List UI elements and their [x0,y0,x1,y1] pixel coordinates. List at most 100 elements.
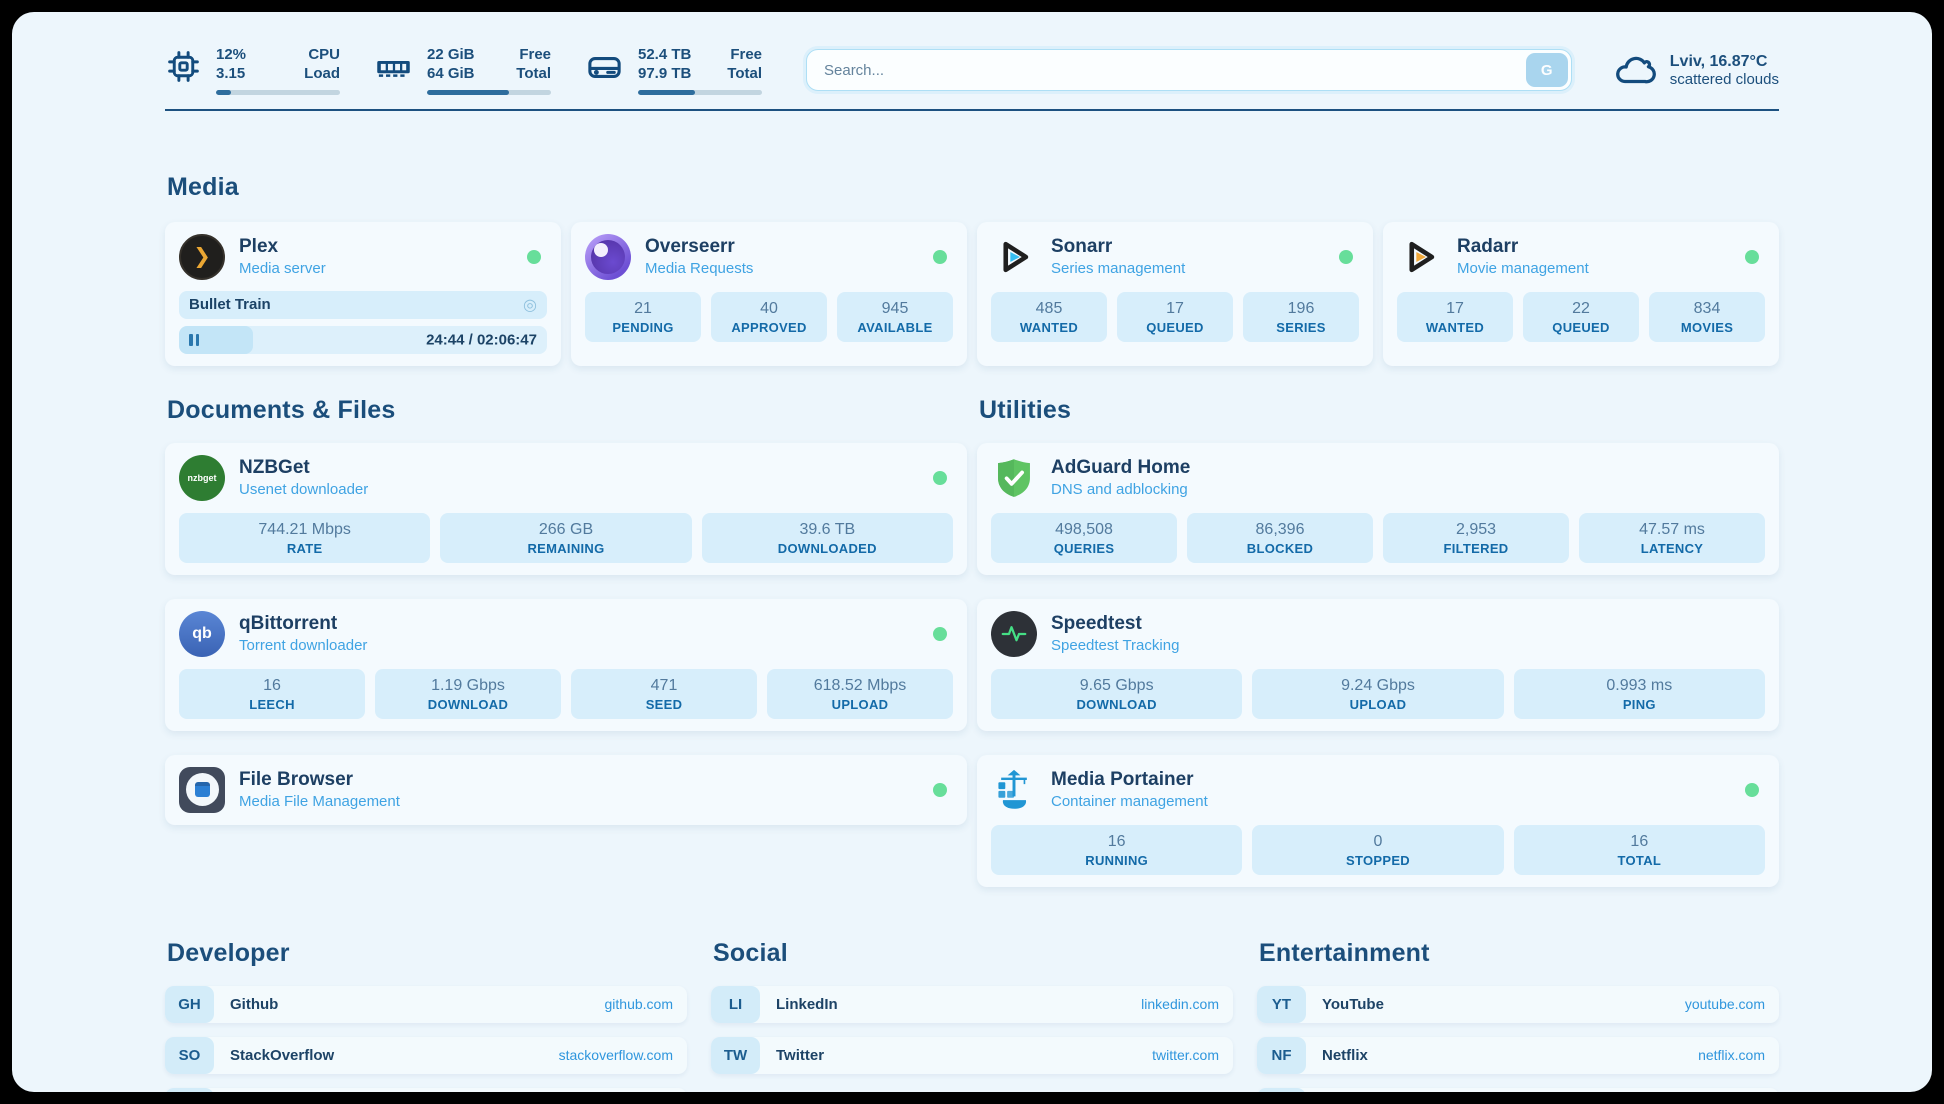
topbar-divider [165,108,1779,111]
bookmark-github[interactable]: GH Github github.com [165,985,687,1023]
stat-running: 16 RUNNING [991,824,1243,875]
app-desc-overseerr: Media Requests [645,260,754,277]
bookmark-name: StackOverflow [230,1046,335,1064]
stat-blocked: 86,396 BLOCKED [1187,512,1373,563]
bookmark-stackoverflow[interactable]: SO StackOverflow stackoverflow.com [165,1036,687,1074]
filebrowser-icon [179,766,225,813]
status-dot [527,249,541,264]
stat-pending: 21 PENDING [585,291,701,342]
bookmark-name: YouTube [1322,995,1384,1013]
utilities-column: Utilities AdGuard Home DNS and adblockin… [977,396,1779,887]
bookmark-linkedin[interactable]: LI LinkedIn linkedin.com [711,985,1233,1023]
section-title-documents: Documents & Files [167,395,396,424]
bookmark-name: Github [230,995,279,1013]
app-card-qbittorrent[interactable]: qb qBittorrent Torrent downloader 16 LEEC… [165,598,967,731]
app-card-nzbget[interactable]: nzbget NZBGet Usenet downloader 744.21 M… [165,442,967,575]
stat-downloaded: 39.6 TB DOWNLOADED [701,512,953,563]
app-desc-sonarr: Series management [1051,260,1186,277]
memory-stat: 22 GiB 64 GiB Free Total [374,46,551,95]
stat-total: 16 TOTAL [1513,824,1765,875]
app-card-sonarr[interactable]: Sonarr Series management 485 WANTED 17 QUE… [977,221,1373,366]
stat-latency: 47.57 ms LATENCY [1579,512,1765,563]
memory-progress-bar [427,89,551,95]
section-title-media: Media [167,172,239,201]
stat-movies: 834 MOVIES [1649,291,1765,342]
bookmark-name: LinkedIn [776,995,838,1013]
app-card-radarr[interactable]: Radarr Movie management 17 WANTED 22 QUEUE… [1383,221,1779,366]
app-name-qbittorrent: qBittorrent [239,613,338,634]
stat-series: 196 SERIES [1243,291,1359,342]
weather-condition: scattered clouds [1669,70,1779,88]
bookmark-dev[interactable]: DT DEV dev.to [165,1087,687,1092]
now-playing-row: Bullet Train ◎ [179,290,547,319]
app-card-overseerr[interactable]: Overseerr Media Requests 21 PENDING 40 APP… [571,221,967,366]
speedtest-icon [991,610,1037,657]
cpu-chip-icon [168,51,199,82]
memory-free-value: 22 GiB [427,46,475,63]
app-card-plex[interactable]: ❯ Plex Media server Bullet Train ◎ 24:44… [165,221,561,366]
cpu-load-label: Load [304,64,340,82]
app-name-nzbget: NZBGet [239,457,310,478]
stat-queries: 498,508 QUERIES [991,512,1177,563]
search-engine-button[interactable]: G [1525,53,1568,88]
pause-icon [189,333,199,346]
stat-wanted: 17 WANTED [1397,291,1513,342]
bookmark-url: github.com [604,996,673,1012]
memory-free-label: Free [519,46,551,63]
stat-ping: 0.993 ms PING [1513,668,1765,719]
status-dot [1339,249,1353,264]
app-desc-qbittorrent: Torrent downloader [239,637,368,654]
stat-queued: 17 QUEUED [1117,291,1233,342]
bookmark-twitter[interactable]: TW Twitter twitter.com [711,1036,1233,1074]
disk-total-value: 97.9 TB [638,64,692,82]
bookmark-abbr: YT [1257,985,1306,1023]
developer-column: Developer GH Github github.com SO StackO… [165,939,687,1092]
app-name-sonarr: Sonarr [1051,236,1113,257]
stat-leech: 16 LEECH [179,668,365,719]
cpu-load-value: 3.15 [216,64,246,82]
bookmark-abbr: LI [711,985,760,1023]
qbittorrent-icon: qb [179,610,225,657]
app-desc-nzbget: Usenet downloader [239,481,369,498]
app-desc-adguard: DNS and adblocking [1051,481,1188,498]
app-name-speedtest: Speedtest [1051,613,1142,634]
app-card-portainer[interactable]: Media Portainer Container management 16 R… [977,754,1779,887]
stat-download: 1.19 Gbps DOWNLOAD [375,668,561,719]
app-card-filebrowser[interactable]: File Browser Media File Management [165,754,967,825]
social-column: Social LI LinkedIn linkedin.com TW Twitt… [711,939,1233,1093]
stat-approved: 40 APPROVED [711,291,827,342]
bookmark-url: youtube.com [1684,996,1765,1012]
bookmark-reddit[interactable]: RE Reddit reddit.com [1257,1087,1779,1092]
disk-progress-bar [638,89,762,95]
bookmark-abbr: GH [165,985,214,1023]
disk-free-label: Free [730,46,762,63]
app-card-speedtest[interactable]: Speedtest Speedtest Tracking 9.65 Gbps DO… [977,598,1779,731]
sonarr-icon [991,234,1037,280]
bookmark-youtube[interactable]: YT YouTube youtube.com [1257,985,1779,1023]
app-desc-plex: Media server [239,260,326,277]
app-name-plex: Plex [239,236,279,257]
stat-stopped: 0 STOPPED [1252,824,1504,875]
cpu-stat: 12% 3.15 CPU Load [165,46,340,95]
bookmark-url: stackoverflow.com [558,1047,673,1063]
plex-icon: ❯ [179,233,225,280]
stat-wanted: 485 WANTED [991,291,1107,342]
session-icon[interactable]: ◎ [523,296,537,314]
cpu-percent: 12% [216,46,247,63]
stat-remaining: 266 GB REMAINING [440,512,692,563]
section-title-social: Social [713,938,788,967]
bookmark-netflix[interactable]: NF Netflix netflix.com [1257,1036,1779,1074]
topbar: 12% 3.15 CPU Load [165,46,1779,95]
bookmark-url: netflix.com [1698,1047,1765,1063]
ram-icon [377,61,410,77]
app-name-filebrowser: File Browser [239,769,354,790]
bookmark-url: twitter.com [1152,1047,1219,1063]
status-dot [933,626,947,641]
bookmark-name: Twitter [776,1046,825,1064]
search-input[interactable] [810,61,1526,79]
disk-total-label: Total [727,64,762,82]
bookmark-url: linkedin.com [1141,996,1219,1012]
disk-icon [588,57,621,78]
app-card-adguard[interactable]: AdGuard Home DNS and adblocking 498,508 Q… [977,442,1779,575]
portainer-icon [991,767,1037,813]
